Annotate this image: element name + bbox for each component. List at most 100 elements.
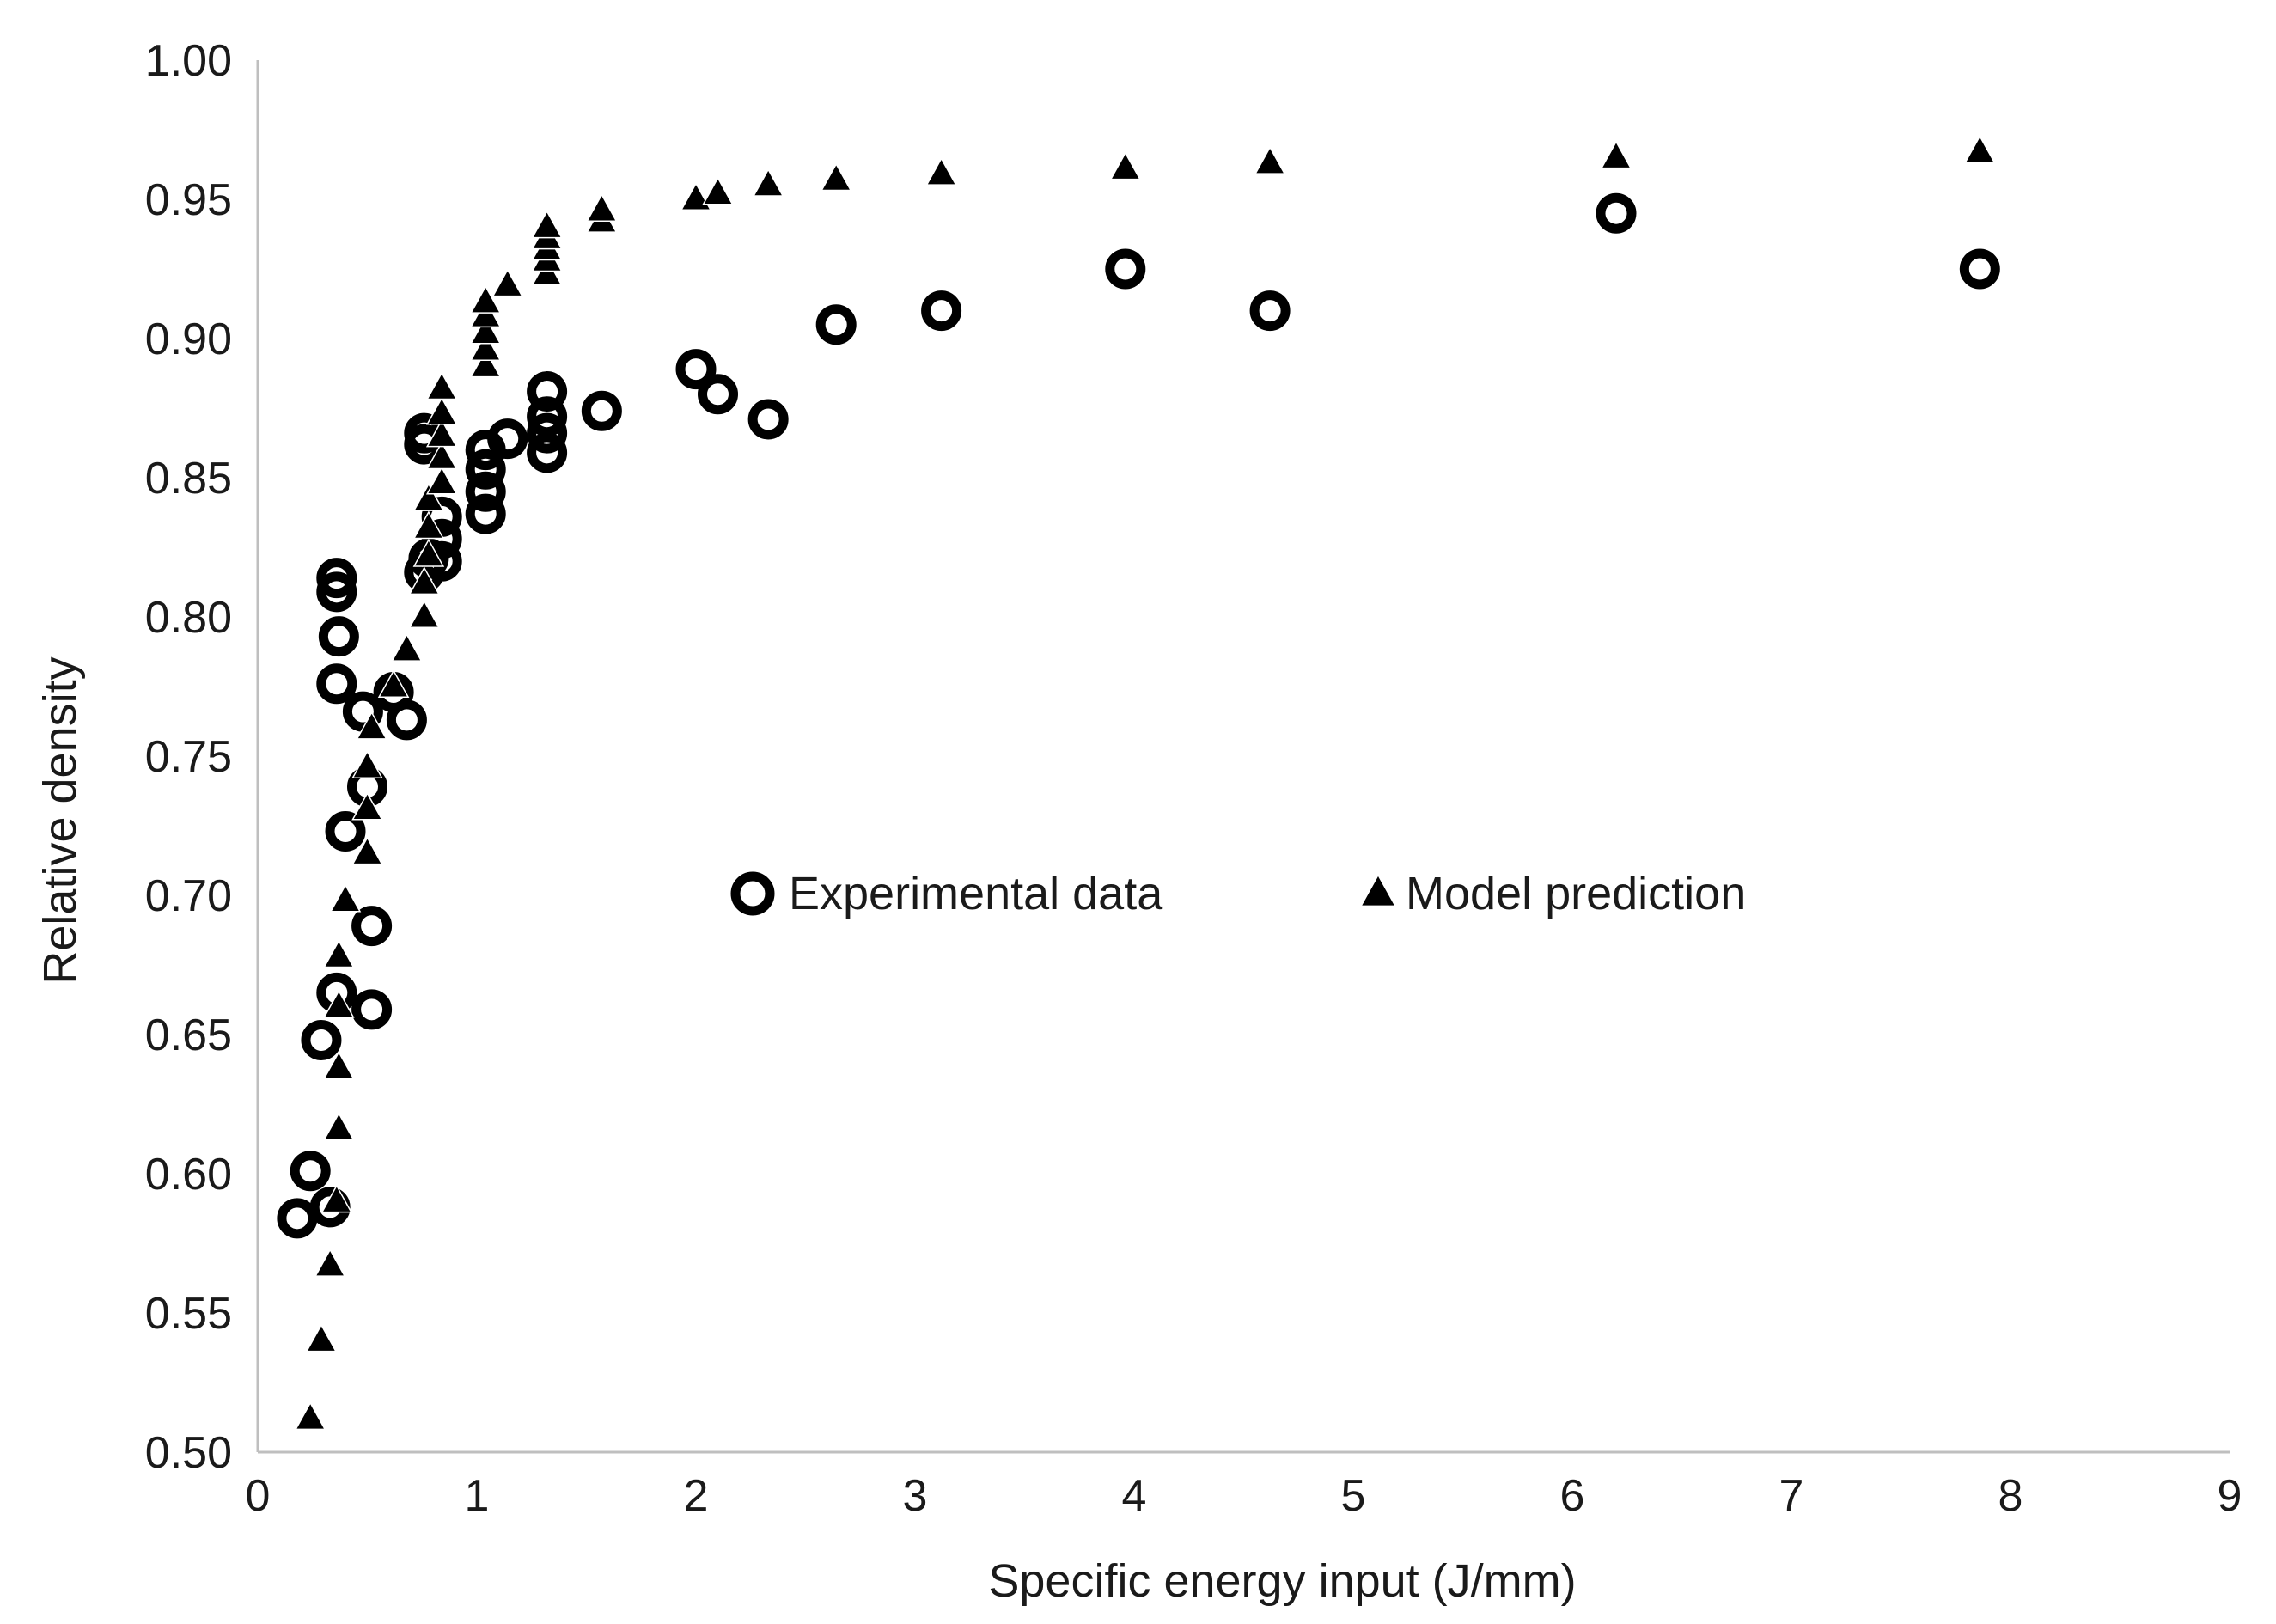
- x-tick-label: 2: [684, 1471, 709, 1521]
- experimental-point: [1596, 192, 1637, 234]
- experimental-point: [747, 399, 789, 440]
- model-point: [320, 1184, 353, 1213]
- model-point: [469, 315, 502, 345]
- x-tick-labels: 0 1 2 3 4 5 6 7 8 9: [246, 1471, 2242, 1521]
- experimental-point: [316, 663, 357, 705]
- experimental-point: [921, 290, 962, 332]
- model-point: [531, 210, 563, 239]
- experimental-point: [698, 374, 738, 415]
- legend-item-model: Model prediction: [1359, 868, 1746, 919]
- model-point: [323, 1112, 355, 1141]
- model-point: [351, 791, 383, 821]
- experimental-point: [465, 471, 506, 512]
- model-point: [752, 168, 784, 197]
- series-model-prediction: [294, 135, 1996, 1431]
- experimental-point: [325, 810, 366, 852]
- model-point: [412, 510, 445, 540]
- model-point: [469, 333, 502, 361]
- model-point: [586, 193, 618, 222]
- experimental-point: [277, 1198, 318, 1239]
- experimental-point: [316, 571, 357, 613]
- model-point: [408, 600, 441, 628]
- experimental-point: [301, 1019, 342, 1060]
- model-point: [323, 939, 355, 968]
- model-point: [412, 538, 445, 567]
- experimental-point: [290, 1151, 331, 1192]
- model-point: [925, 156, 957, 186]
- legend-label-model: Model prediction: [1406, 868, 1746, 919]
- x-tick-label: 4: [1122, 1471, 1147, 1521]
- model-point: [680, 182, 712, 211]
- model-point: [425, 418, 458, 448]
- model-point: [329, 883, 362, 913]
- legend: Experimental data Model prediction: [730, 868, 1746, 919]
- legend-item-experimental: Experimental data: [730, 868, 1163, 919]
- model-point: [391, 632, 423, 662]
- x-axis-title: Specific energy input (J/mm): [988, 1555, 1576, 1607]
- model-point: [323, 989, 355, 1018]
- y-tick-label: 0.85: [145, 454, 232, 504]
- x-tick-label: 8: [1998, 1471, 2023, 1521]
- experimental-point: [465, 493, 506, 534]
- experimental-point: [527, 412, 568, 454]
- model-point: [425, 441, 458, 470]
- y-tick-label: 1.00: [145, 36, 232, 86]
- experimental-point: [351, 906, 393, 947]
- experimental-point: [527, 396, 568, 437]
- experimental-point: [318, 616, 359, 657]
- x-tick-label: 7: [1779, 1471, 1804, 1521]
- experimental-point: [815, 304, 857, 345]
- model-point: [1600, 140, 1632, 169]
- model-point: [408, 566, 441, 595]
- y-tick-label: 0.65: [145, 1010, 232, 1060]
- model-point: [469, 349, 502, 378]
- model-point: [820, 162, 852, 192]
- experimental-point: [675, 349, 717, 390]
- experimental-point: [465, 449, 506, 490]
- y-tick-label: 0.80: [145, 593, 232, 643]
- model-point: [1254, 145, 1286, 174]
- x-tick-label: 0: [246, 1471, 271, 1521]
- model-point: [425, 371, 458, 400]
- experimental-point: [1249, 290, 1291, 332]
- y-tick-label: 0.60: [145, 1150, 232, 1200]
- model-point: [469, 299, 502, 328]
- legend-ring-marker: [730, 871, 775, 916]
- model-point: [531, 257, 563, 286]
- model-point: [305, 1323, 338, 1352]
- legend-label-experimental: Experimental data: [789, 868, 1163, 919]
- y-tick-label: 0.95: [145, 175, 232, 225]
- series-experimental-data: [277, 192, 2000, 1239]
- x-tick-label: 1: [465, 1471, 490, 1521]
- experimental-point: [386, 699, 427, 741]
- model-point: [294, 1401, 326, 1431]
- model-point: [425, 466, 458, 495]
- y-tick-label: 0.50: [145, 1428, 232, 1478]
- x-tick-label: 3: [903, 1471, 928, 1521]
- y-tick-label: 0.75: [145, 732, 232, 782]
- legend-triangle-marker: [1359, 873, 1397, 907]
- y-axis-title: Relative density: [34, 656, 86, 984]
- model-point: [351, 750, 383, 778]
- model-point: [702, 176, 734, 205]
- y-tick-label: 0.90: [145, 314, 232, 364]
- x-tick-label: 5: [1341, 1471, 1366, 1521]
- x-tick-label: 6: [1560, 1471, 1585, 1521]
- model-point: [1109, 151, 1142, 180]
- x-tick-label: 9: [2218, 1471, 2242, 1521]
- y-tick-label: 0.55: [145, 1289, 232, 1339]
- model-point: [314, 1249, 346, 1277]
- model-point: [377, 669, 410, 698]
- experimental-point: [1959, 248, 2000, 290]
- experimental-point: [351, 989, 393, 1030]
- model-point: [351, 836, 383, 865]
- experimental-point: [487, 418, 528, 460]
- experimental-point: [581, 390, 622, 431]
- model-point: [323, 1050, 355, 1079]
- model-point: [425, 396, 458, 425]
- experimental-point: [316, 558, 357, 599]
- model-point: [491, 268, 523, 297]
- experimental-point: [1105, 248, 1146, 290]
- model-point: [1964, 135, 1996, 163]
